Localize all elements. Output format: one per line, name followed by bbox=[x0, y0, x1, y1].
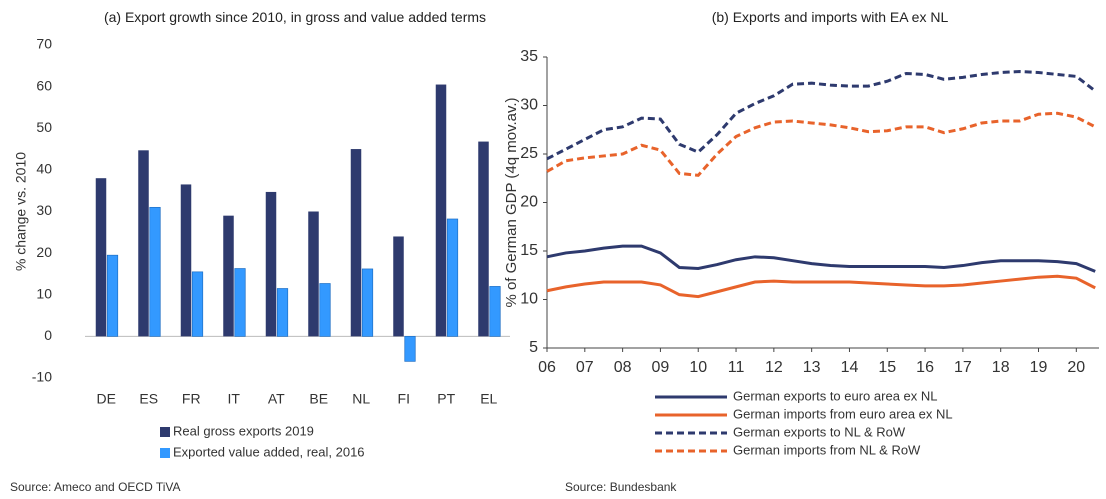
legend-label: German exports to euro area ex NL bbox=[733, 388, 938, 403]
x-tick-label: 12 bbox=[765, 359, 783, 376]
bar bbox=[138, 150, 149, 337]
legend-label: German imports from euro area ex NL bbox=[733, 406, 953, 421]
y-tick-label: 20 bbox=[520, 194, 538, 211]
y-tick-label: 25 bbox=[520, 145, 538, 162]
bar bbox=[223, 215, 234, 337]
bar bbox=[393, 236, 404, 337]
bar bbox=[191, 271, 204, 337]
x-tick-label: 20 bbox=[1067, 359, 1085, 376]
y-tick-label: 0 bbox=[44, 327, 52, 343]
x-tick-label: 06 bbox=[538, 359, 556, 376]
x-tick-label: 15 bbox=[878, 359, 896, 376]
bar bbox=[350, 149, 362, 337]
x-tick-label: 13 bbox=[803, 359, 821, 376]
y-tick-label: 60 bbox=[36, 77, 52, 93]
bar bbox=[435, 84, 447, 337]
bar bbox=[319, 283, 331, 337]
x-tick-label: 14 bbox=[841, 359, 859, 376]
y-axis-label: % of German GDP (4q mov.av.) bbox=[503, 97, 520, 307]
y-tick-label: 10 bbox=[520, 291, 538, 308]
y-tick-label: 35 bbox=[520, 48, 538, 65]
x-tick-label: 11 bbox=[728, 359, 745, 376]
x-tick-label: 07 bbox=[576, 359, 594, 376]
line bbox=[546, 111, 1096, 177]
y-tick-label: -10 bbox=[32, 369, 52, 385]
x-tick-label: 10 bbox=[689, 359, 707, 376]
y-tick-label: 15 bbox=[520, 242, 538, 259]
bar bbox=[149, 206, 161, 337]
x-tick-label: 18 bbox=[992, 359, 1010, 376]
bar bbox=[180, 184, 192, 337]
y-tick-label: 40 bbox=[36, 161, 52, 177]
legend-swatch bbox=[160, 427, 170, 437]
x-tick-label: PT bbox=[437, 391, 455, 407]
bar bbox=[489, 286, 501, 337]
y-axis-label: % change vs. 2010 bbox=[13, 152, 29, 271]
y-tick-label: 30 bbox=[520, 97, 538, 114]
bar bbox=[276, 288, 289, 337]
x-tick-label: 19 bbox=[1030, 359, 1048, 376]
bar bbox=[234, 268, 246, 337]
line bbox=[546, 274, 1096, 299]
source: Source: Bundesbank bbox=[565, 480, 677, 494]
x-tick-label: 08 bbox=[614, 359, 632, 376]
legend-label: Exported value added, real, 2016 bbox=[173, 444, 365, 459]
source: Source: Ameco and OECD TiVA bbox=[10, 480, 181, 494]
legend-label: German exports to NL & RoW bbox=[733, 424, 906, 439]
bar bbox=[404, 336, 416, 362]
legend-label: Real gross exports 2019 bbox=[173, 423, 314, 438]
y-tick-label: 50 bbox=[36, 119, 52, 135]
bar bbox=[361, 268, 374, 337]
y-tick-label: 10 bbox=[36, 285, 52, 301]
x-tick-label: 17 bbox=[954, 359, 972, 376]
line bbox=[546, 244, 1096, 273]
bar bbox=[106, 254, 119, 337]
x-tick-label: EL bbox=[480, 391, 497, 407]
legend-label: German imports from NL & RoW bbox=[733, 442, 921, 457]
x-tick-label: FI bbox=[398, 391, 410, 407]
x-tick-label: DE bbox=[97, 391, 116, 407]
x-tick-label: 16 bbox=[916, 359, 934, 376]
x-tick-label: 09 bbox=[652, 359, 670, 376]
chart-title: (a) Export growth since 2010, in gross a… bbox=[103, 9, 487, 25]
x-tick-label: IT bbox=[228, 391, 241, 407]
bar bbox=[308, 211, 319, 337]
bar bbox=[478, 141, 489, 337]
line bbox=[546, 70, 1097, 161]
legend-swatch bbox=[160, 448, 170, 458]
bar bbox=[446, 218, 459, 337]
y-tick-label: 30 bbox=[36, 202, 52, 218]
bar bbox=[95, 178, 107, 337]
y-tick-label: 70 bbox=[36, 36, 52, 52]
y-tick-label: 5 bbox=[529, 339, 538, 356]
x-tick-label: FR bbox=[182, 391, 201, 407]
x-tick-label: AT bbox=[268, 391, 285, 407]
x-tick-label: ES bbox=[139, 391, 158, 407]
bar bbox=[265, 191, 277, 337]
x-tick-label: BE bbox=[309, 391, 328, 407]
chart-title: (b) Exports and imports with EA ex NL bbox=[711, 9, 949, 25]
y-tick-label: 20 bbox=[36, 244, 52, 260]
x-tick-label: NL bbox=[352, 391, 370, 407]
